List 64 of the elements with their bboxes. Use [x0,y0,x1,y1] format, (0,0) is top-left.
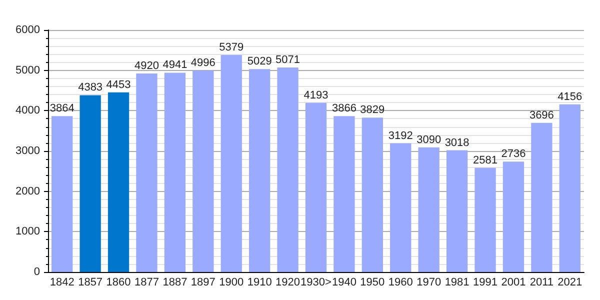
data-label: 4383 [78,82,103,94]
bar [108,92,130,272]
bar [446,150,468,272]
data-label: 5029 [247,56,272,68]
bar [362,118,383,272]
bar [277,67,298,272]
bar [502,162,524,272]
bar [192,70,214,272]
bar [390,143,412,272]
data-label: 3696 [529,109,554,122]
y-tick-label: 3000 [16,145,40,157]
bar [474,168,496,272]
data-label: 3864 [50,102,74,115]
bar [559,104,580,272]
x-tick-label: 1920 [276,276,300,288]
x-tick-label: 1900 [219,276,244,288]
y-tick-label: 5000 [16,64,40,76]
x-tick-label: 1950 [360,276,385,288]
bar [305,102,327,272]
y-tick-label: 6000 [16,24,40,36]
x-tick-label: 1842 [50,276,74,288]
x-tick-label: 1960 [388,276,413,288]
data-label: 2736 [501,148,526,160]
y-tick-label: 4000 [16,104,40,117]
y-tick-label: 1000 [16,226,40,238]
data-label: 3192 [388,130,413,142]
x-tick-label: 1991 [473,276,498,288]
data-label: 5379 [219,42,244,54]
x-tick-label: 1930> [300,276,332,288]
bar [418,147,440,272]
bar [52,116,73,272]
x-tick-label: 1897 [190,276,216,288]
y-tick-label: 2000 [16,185,40,198]
bar [164,72,186,272]
x-tick-label: 1857 [78,276,103,288]
x-tick-label: 1940 [332,276,356,288]
bar [220,55,242,272]
bar [334,116,355,272]
data-label: 3829 [360,104,385,116]
bar [531,122,552,272]
data-label: 4996 [190,56,216,69]
x-tick-label: 2001 [501,276,526,288]
data-label: 4941 [162,59,188,72]
x-tick-label: 1877 [134,276,159,288]
data-label: 4453 [106,78,131,91]
data-label: 4193 [304,89,328,102]
bar [136,74,158,272]
bar [249,69,270,272]
x-tick-label: 1860 [106,276,131,288]
data-label: 4920 [134,60,159,72]
data-label: 3866 [332,102,356,115]
bar [80,95,101,272]
y-tick-label: 0 [34,266,40,278]
data-label: 3018 [444,136,470,149]
data-label: 2581 [473,154,498,166]
x-tick-label: 1970 [416,276,442,288]
x-tick-label: 1910 [247,276,272,288]
x-tick-label: 1981 [444,276,470,288]
data-label: 5071 [276,54,300,66]
data-label: 4156 [558,90,582,103]
data-label: 3090 [416,134,442,146]
x-tick-label: 2021 [558,276,582,288]
x-tick-label: 1887 [162,276,188,288]
x-tick-label: 2011 [530,276,554,288]
